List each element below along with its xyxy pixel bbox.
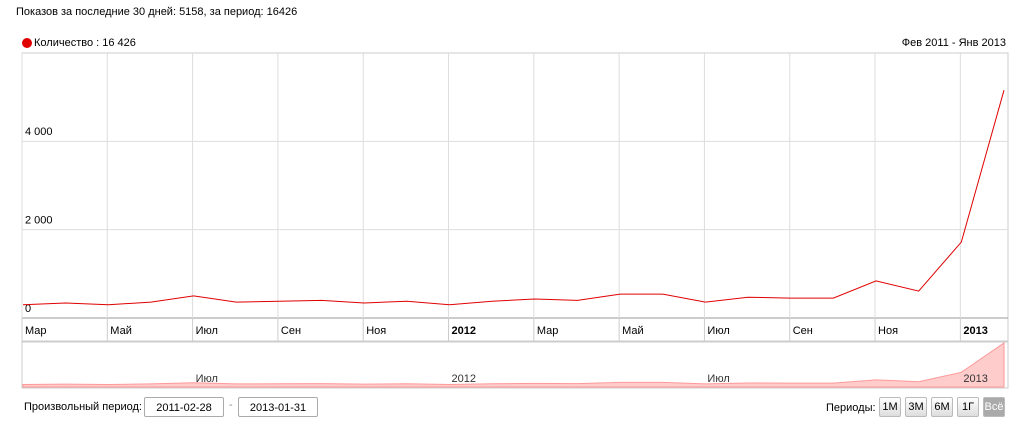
- x-tick-label: Июл: [196, 325, 218, 337]
- y-tick-label: 0: [25, 303, 31, 315]
- x-tick-label: Июл: [707, 325, 729, 337]
- legend-marker: [22, 38, 32, 48]
- period-button[interactable]: 6М: [931, 397, 953, 417]
- x-tick-label: Мар: [537, 325, 559, 337]
- y-tick-label: 4 000: [25, 126, 53, 138]
- navigator-frame: [21, 341, 1009, 389]
- x-tick-label: 2013: [963, 325, 987, 337]
- navigator-label: 2012: [452, 373, 476, 385]
- x-tick-label: Ноя: [878, 325, 898, 337]
- data-line: [22, 90, 1005, 306]
- x-tick-label: Мар: [25, 325, 47, 337]
- period-button[interactable]: Всё: [983, 397, 1005, 417]
- x-tick-label: 2012: [452, 325, 476, 337]
- header: Показов за последние 30 дней: 5158, за п…: [16, 6, 297, 18]
- period-button[interactable]: 1Г: [957, 397, 979, 417]
- chart: Показов за последние 30 дней: 5158, за п…: [16, 6, 1009, 389]
- plot-frame: [21, 52, 1009, 342]
- date-range: Фев 2011 - Янв 2013: [902, 37, 1006, 49]
- navigator-label: Июл: [196, 373, 218, 385]
- periods-label: Периоды:: [826, 402, 876, 414]
- x-tick-label: Май: [110, 325, 132, 337]
- x-tick-label: Сен: [281, 325, 301, 337]
- date-from[interactable]: 2011-02-28: [144, 397, 224, 417]
- period-button[interactable]: 1М: [879, 397, 901, 417]
- y-tick-label: 2 000: [25, 215, 53, 227]
- custom-period-label: Произвольный период:: [24, 401, 142, 413]
- navigator-area: [22, 342, 1005, 388]
- x-tick-label: Сен: [793, 325, 813, 337]
- period-button[interactable]: 3М: [905, 397, 927, 417]
- legend-entry: Количество : 16 426: [34, 37, 136, 49]
- navigator-label: 2013: [963, 373, 987, 385]
- separator: -: [229, 399, 233, 411]
- date-to[interactable]: 2013-01-31: [238, 397, 318, 417]
- navigator-label: Июл: [707, 373, 729, 385]
- x-tick-label: Май: [622, 325, 644, 337]
- x-tick-label: Ноя: [366, 325, 386, 337]
